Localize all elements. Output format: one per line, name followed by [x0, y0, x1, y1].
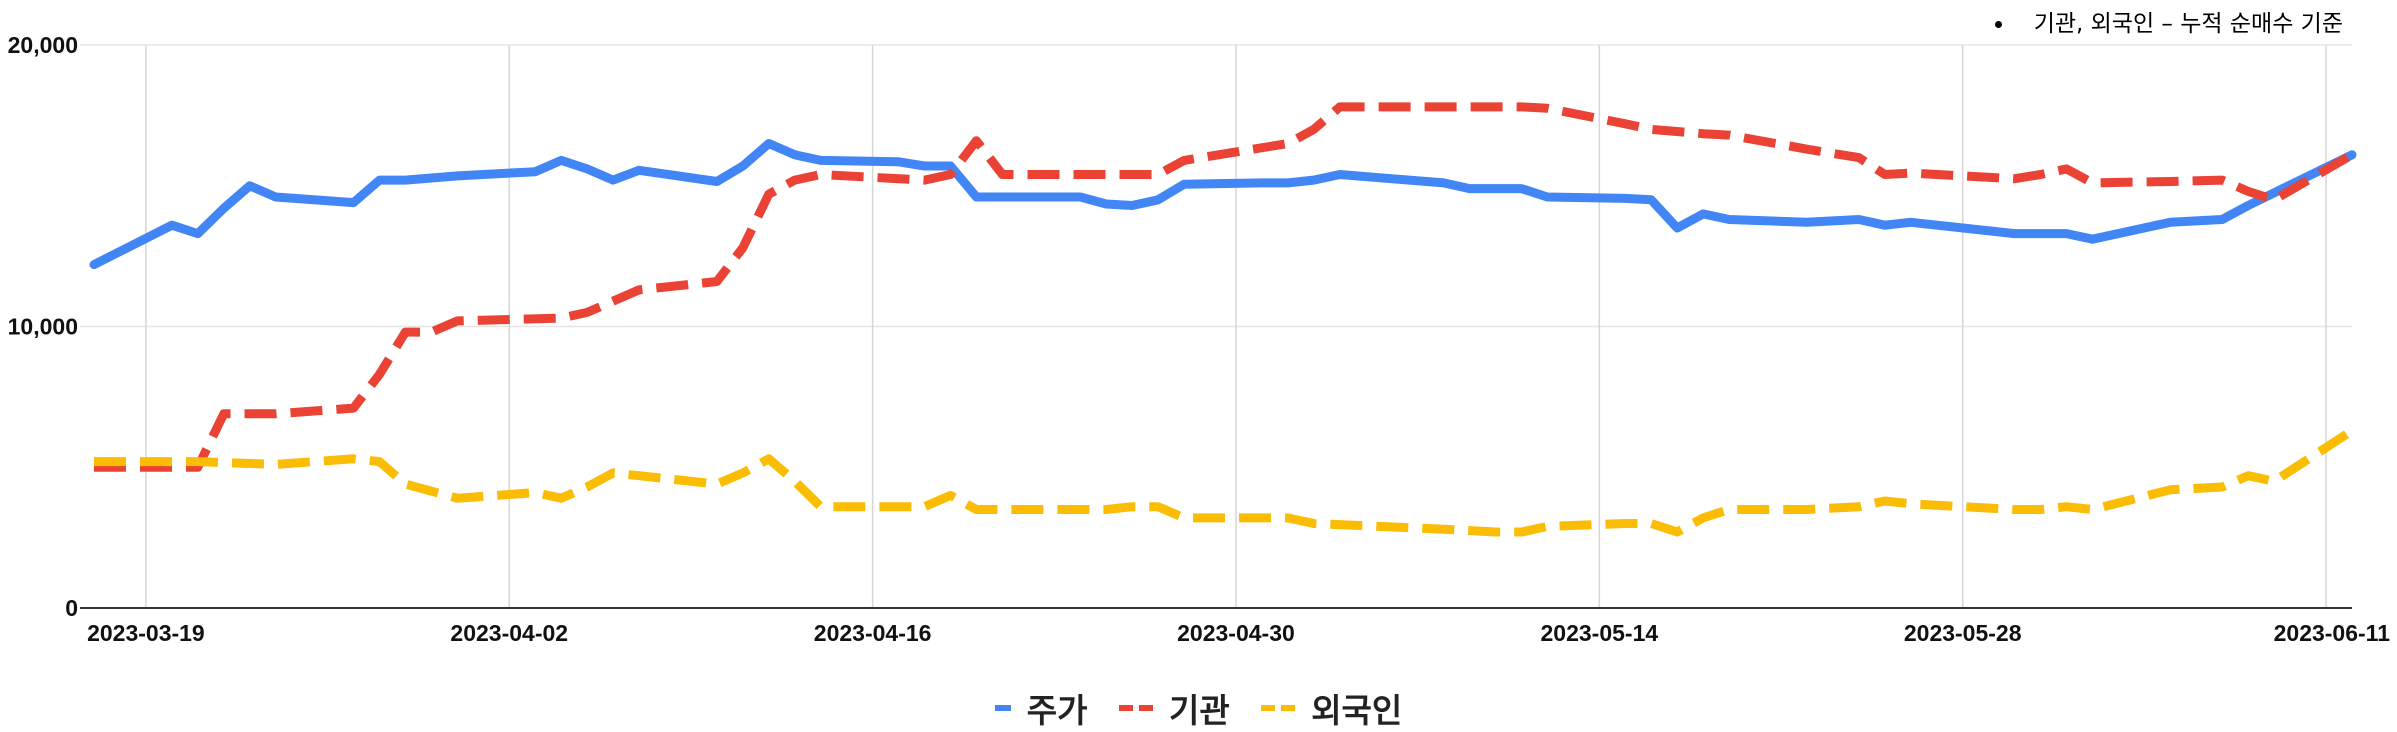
- x-tick-label: 2023-05-14: [1541, 620, 1659, 646]
- x-tick-label: 2023-04-02: [450, 620, 568, 646]
- series-line-0: [89, 139, 2357, 270]
- legend-label-institution: 기관: [1168, 691, 1230, 730]
- bullet-icon: [1994, 21, 2002, 28]
- x-tick-label: 2023-03-19: [87, 620, 205, 646]
- x-tick-label: 2023-05-28: [1904, 620, 2022, 646]
- legend-item-foreign: 외국인: [1261, 684, 1402, 732]
- series-line-1: [94, 102, 2355, 472]
- legend-item-stock: 주가: [994, 684, 1088, 732]
- legend-swatch-foreign: [1261, 705, 1301, 711]
- legend-label-foreign: 외국인: [1311, 691, 1403, 730]
- note-text: 기관, 외국인 – 누적 순매수 기준: [2033, 11, 2343, 37]
- x-tick-label: 2023-04-16: [814, 620, 932, 646]
- legend-label-stock: 주가: [1026, 691, 1088, 730]
- legend-swatch-stock: [994, 705, 1017, 711]
- series-line-2: [94, 426, 2355, 537]
- x-tick-label: 2023-06-11: [2274, 620, 2391, 646]
- chart-note: 기관, 외국인 – 누적 순매수 기준: [1994, 4, 2343, 38]
- legend-item-institution: 기관: [1118, 684, 1230, 732]
- x-tick-label: 2023-04-30: [1177, 620, 1295, 646]
- chart-legend: 주가 기관 외국인: [0, 680, 2397, 732]
- legend-swatch-institution: [1118, 705, 1159, 711]
- y-tick-label: 20,000: [8, 32, 78, 58]
- y-tick-label: 0: [65, 595, 78, 621]
- y-tick-label: 10,000: [8, 314, 78, 340]
